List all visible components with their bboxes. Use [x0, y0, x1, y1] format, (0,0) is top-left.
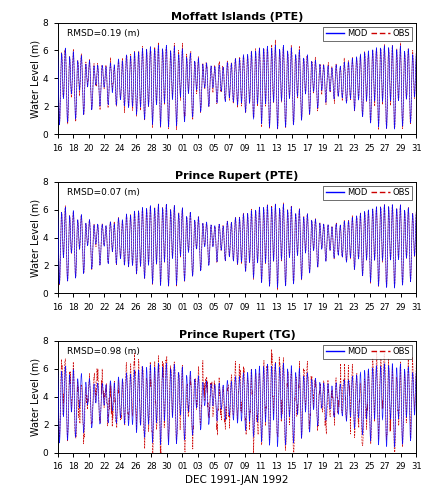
Legend: MOD, OBS: MOD, OBS: [322, 26, 411, 40]
Text: RMSD=0.19 (m): RMSD=0.19 (m): [66, 29, 139, 38]
X-axis label: DEC 1991-JAN 1992: DEC 1991-JAN 1992: [185, 474, 288, 484]
Y-axis label: Water Level (m): Water Level (m): [30, 40, 40, 117]
Legend: MOD, OBS: MOD, OBS: [322, 186, 411, 200]
Title: Prince Rupert (PTE): Prince Rupert (PTE): [175, 170, 298, 180]
Title: Moffatt Islands (PTE): Moffatt Islands (PTE): [170, 12, 302, 22]
Title: Prince Rupert (TG): Prince Rupert (TG): [178, 330, 295, 340]
Legend: MOD, OBS: MOD, OBS: [322, 344, 411, 358]
Y-axis label: Water Level (m): Water Level (m): [30, 358, 40, 436]
Text: RMSD=0.98 (m): RMSD=0.98 (m): [66, 347, 139, 356]
Y-axis label: Water Level (m): Water Level (m): [30, 198, 40, 276]
Text: RMSD=0.07 (m): RMSD=0.07 (m): [66, 188, 139, 197]
